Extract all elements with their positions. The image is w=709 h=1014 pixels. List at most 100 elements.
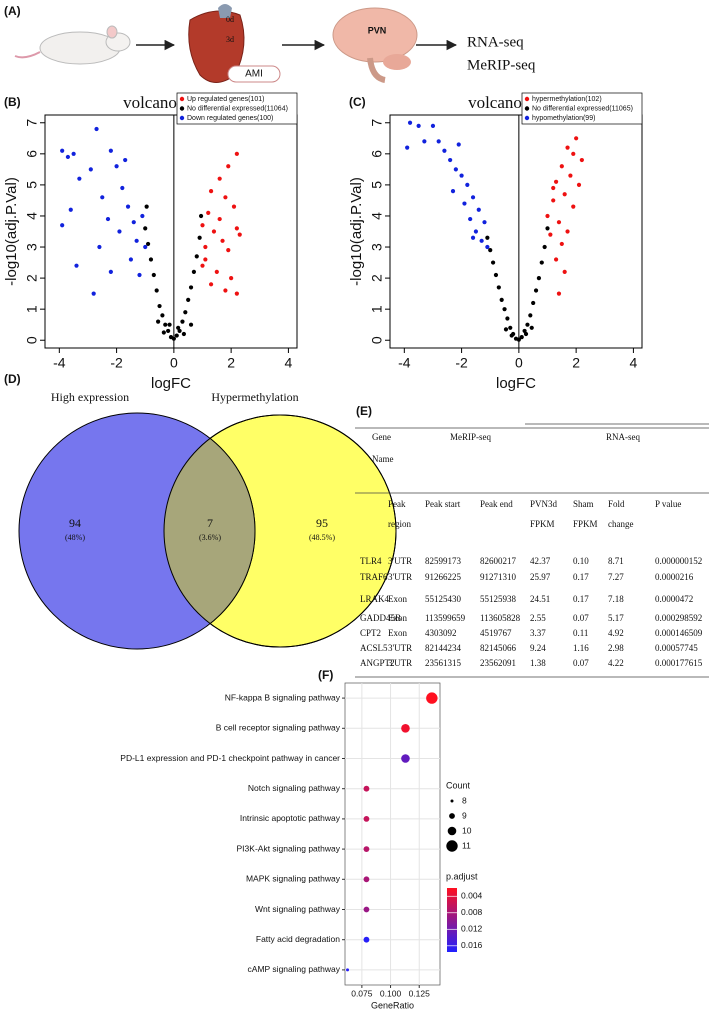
data-point [576,182,582,187]
data-point [77,176,82,181]
data-point [183,310,188,315]
panel-label: (C) [349,95,366,109]
legend-marker [524,106,530,111]
x-axis-label: logFC [496,375,536,392]
table-cell: 0.0000472 [655,594,693,604]
table-cell: 42.37 [530,556,551,566]
data-point [523,331,529,337]
data-point [519,335,524,340]
table-cell: 82144234 [425,643,462,653]
y-tick-label: PI3K-Akt signaling pathway [237,843,341,853]
color-bar [447,888,457,952]
table-cell: CPT2 [360,628,381,638]
table-cell: 1.16 [573,643,589,653]
y-tick-label: 1 [24,305,40,313]
dot [401,724,410,733]
venn-overlap [164,415,256,647]
header-cell: P value [655,499,681,509]
dot [363,785,370,792]
data-point [422,139,427,144]
data-point [148,257,154,262]
data-point [551,198,556,203]
data-point [493,272,499,278]
data-point [223,288,228,293]
data-point [166,328,171,334]
data-point [154,288,159,293]
data-point [568,173,573,178]
dot [363,936,370,943]
mouse-icon [14,25,131,65]
data-point [208,189,214,194]
data-point [416,123,421,128]
table-cell: 55125430 [425,594,462,604]
dot [363,906,370,913]
header-cell: Peak end [480,499,513,509]
data-point [94,126,99,132]
y-tick-label: Notch signaling pathway [248,783,341,793]
header-cell: FPKM [573,519,598,529]
data-point [525,322,530,327]
table-cell: Exon [388,613,407,623]
plot-frame [389,114,643,349]
data-point [60,223,65,228]
venn-outline [163,414,397,648]
panel-label: (A) [4,4,21,18]
data-point [485,244,490,250]
table-cell: 25.97 [530,572,551,582]
legend-marker [447,826,457,836]
data-point [88,167,93,172]
data-point [545,213,550,219]
data-point [571,204,576,209]
table-cell: 3'UTR [388,643,412,653]
data-point [74,263,79,268]
table-cell: 82600217 [480,556,517,566]
data-point [226,248,231,253]
x-axis-label: GeneRatio [371,1000,414,1010]
x-tick-label: 0.100 [380,988,402,998]
table-cell: 23562091 [480,658,516,668]
data-point [68,207,73,212]
x-tick-label: 0 [515,355,523,371]
y-tick-label: 1 [369,305,385,313]
brain-icon [332,7,418,83]
region-count: 7 [207,516,213,530]
header-cell: region [388,519,411,529]
data-point [71,151,76,156]
data-point [114,164,119,169]
table-cell: 113599659 [425,613,466,623]
data-point [208,282,214,287]
data-point [574,136,579,141]
table-cell: 4303092 [425,628,457,638]
x-tick-label: 2 [227,355,235,371]
data-point [479,238,484,243]
dot [363,876,370,883]
data-point [203,244,208,250]
data-point [405,145,410,150]
data-point [223,195,228,200]
table-cell: GADD45B [360,613,401,623]
header-cell: Peak [388,499,406,509]
data-point [211,229,217,234]
x-tick-label: 0 [170,355,178,371]
header-cell: Gene [372,432,391,442]
table-cell: 113605828 [480,613,521,623]
table-cell: 0.0000216 [655,572,694,582]
region-percent: (3.6%) [199,533,221,542]
y-axis-label: -log10(adj.P.Val) [3,177,20,286]
table-cell: 1.38 [530,658,546,668]
set-title: High expression [51,390,129,404]
x-tick-label: 4 [630,355,638,371]
data-point [120,185,125,191]
data-point [200,263,205,268]
header-cell: FPKM [530,519,555,529]
table-cell: 24.51 [530,594,550,604]
data-point [191,269,197,274]
data-point [488,248,493,253]
data-point [161,330,166,335]
table-cell: 4.92 [608,628,624,638]
data-point [551,185,556,191]
data-point [234,226,239,231]
table-cell: ACSL5 [360,643,388,653]
assay-label: RNA-seq [467,34,524,50]
table-cell: 0.07 [573,658,589,668]
